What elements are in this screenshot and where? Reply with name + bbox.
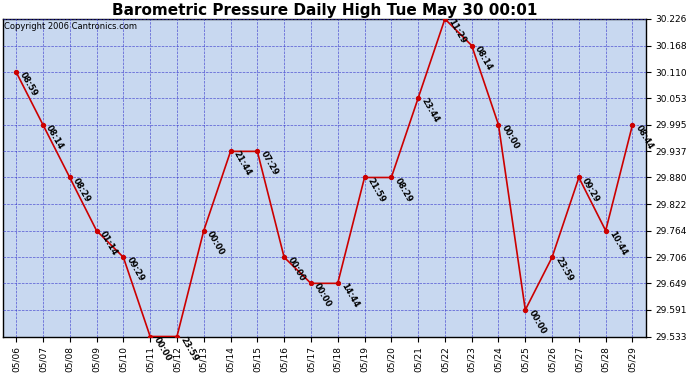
Point [413,95,424,101]
Text: 08:29: 08:29 [71,176,92,204]
Point [10,69,21,75]
Text: 21:59: 21:59 [366,176,387,204]
Text: 08:44: 08:44 [634,123,655,151]
Point [252,148,263,154]
Text: 00:00: 00:00 [286,256,306,283]
Point [225,148,236,154]
Text: 07:29: 07:29 [259,150,279,177]
Point [279,254,290,260]
Text: 08:14: 08:14 [473,44,494,72]
Point [573,174,584,180]
Point [520,307,531,313]
Text: 09:29: 09:29 [125,256,146,283]
Point [359,174,370,180]
Text: 00:00: 00:00 [205,229,226,256]
Point [440,16,451,22]
Point [627,122,638,128]
Text: 14:44: 14:44 [339,282,360,310]
Point [546,254,558,260]
Point [37,122,48,128]
Point [386,174,397,180]
Text: Copyright 2006 Cantronics.com: Copyright 2006 Cantronics.com [4,22,137,31]
Text: 09:29: 09:29 [580,176,601,204]
Point [493,122,504,128]
Point [466,42,477,48]
Text: 00:00: 00:00 [313,282,333,309]
Text: 23:59: 23:59 [553,256,575,284]
Point [600,228,611,234]
Text: 21:44: 21:44 [232,150,253,178]
Text: 08:59: 08:59 [17,71,39,98]
Point [91,228,102,234]
Text: 00:00: 00:00 [526,309,548,336]
Point [118,254,129,260]
Point [171,333,182,339]
Point [306,280,317,286]
Text: 11:29: 11:29 [446,18,467,45]
Text: 00:00: 00:00 [152,335,172,363]
Text: 00:00: 00:00 [500,123,521,151]
Title: Barometric Pressure Daily High Tue May 30 00:01: Barometric Pressure Daily High Tue May 3… [112,3,537,18]
Point [64,174,75,180]
Text: 08:29: 08:29 [393,176,414,204]
Text: 10:44: 10:44 [607,229,628,257]
Point [198,228,209,234]
Point [332,280,343,286]
Text: 01:14: 01:14 [98,229,119,257]
Text: 23:59: 23:59 [178,335,199,363]
Text: 08:14: 08:14 [44,123,66,151]
Point [145,333,156,339]
Text: 23:44: 23:44 [420,97,441,124]
